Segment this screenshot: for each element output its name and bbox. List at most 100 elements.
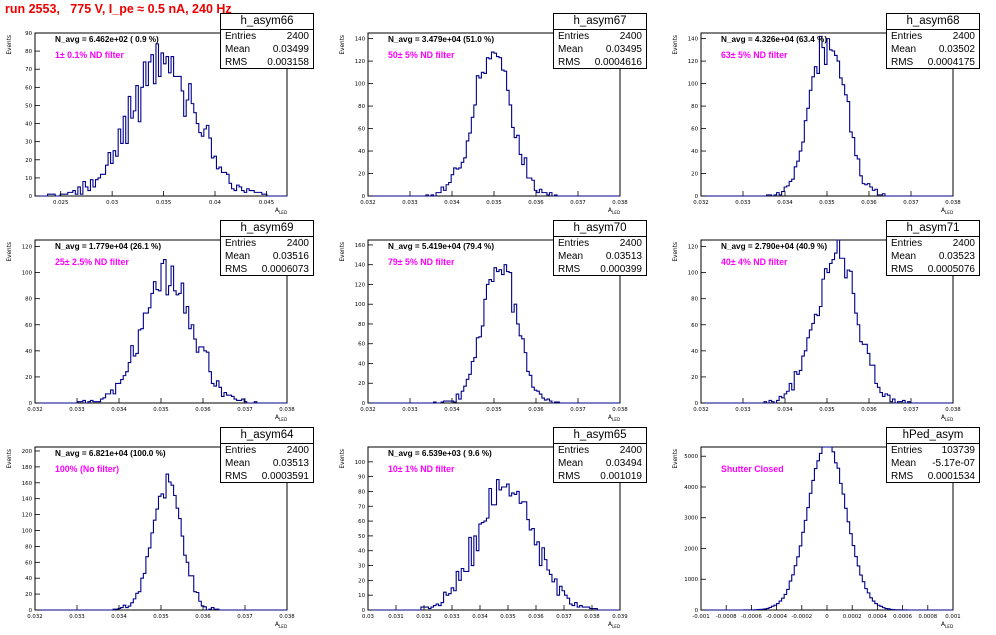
stat-value: 2400 [619, 31, 642, 42]
y-axis-title: Events [673, 35, 679, 55]
y-tick-label: 40 [25, 349, 32, 355]
filter-label: 63± 5% ND filter [721, 50, 788, 60]
x-tick-label: 0.032 [27, 407, 42, 413]
stat-label: RMS [558, 264, 581, 275]
x-tick-label: 0.037 [237, 407, 252, 413]
x-tick-label: 0.036 [861, 200, 877, 206]
stat-value: 2400 [286, 445, 309, 456]
n-avg-label: N_avg = 4.326e+04 (63.4 %) [721, 35, 827, 44]
x-tick-label: 0.045 [259, 200, 274, 206]
stat-label: Entries [891, 31, 923, 42]
y-tick-label: 90 [358, 475, 365, 481]
histogram-name: hPed_asym [887, 428, 979, 444]
x-tick-label: 0.034 [777, 200, 793, 206]
stat-row-entries: Entries 2400 [887, 30, 979, 43]
filter-label: Shutter Closed [721, 464, 784, 474]
x-axis-title: ALED [275, 622, 287, 629]
y-tick-label: 2000 [684, 546, 698, 552]
histogram-panel-h_asym68: 0.032 0.033 0.034 0.035 0.036 0.037 0.038 0 20 40… [666, 13, 996, 221]
stat-value: 0.03495 [605, 44, 642, 55]
y-tick-label: 0 [29, 401, 33, 407]
filter-label: 1± 0.1% ND filter [55, 50, 124, 60]
x-tick-label: 0.025 [53, 200, 68, 206]
stat-row-entries: Entries 2400 [554, 237, 646, 250]
y-tick-label: 5000 [684, 454, 698, 460]
x-tick-label: 0.001 [945, 614, 960, 620]
y-tick-label: 4000 [684, 485, 698, 491]
y-tick-label: 180 [22, 465, 33, 471]
stat-value: 0.03499 [272, 44, 309, 55]
x-tick-label: 0.039 [612, 614, 628, 620]
stat-row-entries: Entries 2400 [221, 237, 313, 250]
y-tick-label: 0 [29, 194, 33, 200]
stat-row-mean: Mean 0.03502 [887, 43, 979, 56]
x-tick-label: 0.036 [528, 200, 544, 206]
y-tick-label: 120 [22, 513, 33, 519]
stat-row-entries: Entries 2400 [221, 444, 313, 457]
n-avg-label: N_avg = 6.539e+03 ( 9.6 %) [388, 449, 492, 458]
x-tick-label: 0.033 [69, 407, 84, 413]
y-tick-label: 20 [358, 578, 365, 584]
x-tick-label: 0.033 [735, 200, 750, 206]
y-axis-title: Events [7, 242, 13, 262]
stat-label: Entries [891, 238, 923, 249]
stat-row-mean: Mean 0.03513 [554, 250, 646, 263]
histogram-panel-h_asym65: 0.03 0.031 0.032 0.033 0.034 0.035 0.036 0.037 0… [333, 427, 663, 635]
y-axis-title: Events [7, 449, 13, 469]
stat-label: Mean [891, 251, 917, 262]
y-tick-label: 100 [355, 460, 366, 466]
x-axis-title: ALED [275, 415, 287, 422]
x-tick-label: 0.038 [612, 407, 628, 413]
histogram-name: h_asym70 [554, 221, 646, 237]
y-tick-label: 70 [358, 504, 365, 510]
histogram-name: h_asym65 [554, 428, 646, 444]
stats-box: h_asym68 Entries 2400 Mean 0.03502 RMS 0.00041… [886, 13, 980, 69]
histogram-panel-h_asym70: 0.032 0.033 0.034 0.035 0.036 0.037 0.038 0 20 40… [333, 220, 663, 428]
x-tick-label: 0.035 [153, 614, 168, 620]
x-tick-label: 0.033 [69, 614, 84, 620]
stat-value: -5.17e-07 [932, 458, 975, 469]
x-tick-label: 0.035 [819, 200, 834, 206]
stat-value: 2400 [619, 238, 642, 249]
x-tick-label: 0.035 [486, 200, 501, 206]
x-tick-label: 0.038 [279, 407, 295, 413]
x-tick-label: 0.037 [570, 407, 585, 413]
stat-row-mean: Mean 0.03499 [221, 43, 313, 56]
stat-value: 0.03516 [272, 251, 309, 262]
stat-value: 0.03523 [938, 251, 975, 262]
stat-label: Entries [558, 445, 590, 456]
histogram-name: h_asym69 [221, 221, 313, 237]
x-tick-label: -0.0002 [791, 614, 812, 620]
y-tick-label: 20 [691, 375, 698, 381]
stat-row-rms: RMS 0.001019 [554, 470, 646, 483]
n-avg-label: N_avg = 6.821e+04 (100.0 %) [55, 449, 166, 458]
y-tick-label: 120 [688, 245, 699, 251]
filter-label: 79± 5% ND filter [388, 257, 455, 267]
histogram-panel-h_asym67: 0.032 0.033 0.034 0.035 0.036 0.037 0.038 0 20 40… [333, 13, 663, 221]
stat-label: RMS [891, 264, 914, 275]
histogram-series [368, 264, 620, 404]
n-avg-label: N_avg = 1.779e+04 (26.1 %) [55, 242, 161, 251]
stat-row-rms: RMS 0.000399 [554, 263, 646, 276]
histogram-name: h_asym67 [554, 14, 646, 30]
y-tick-label: 120 [688, 59, 699, 65]
histogram-series [701, 446, 953, 611]
x-axis-title: ALED [275, 208, 287, 215]
y-tick-label: 120 [355, 282, 366, 288]
y-axis-title: Events [340, 242, 346, 262]
stat-label: Mean [225, 44, 251, 55]
y-tick-label: 120 [22, 245, 33, 251]
stat-row-mean: Mean 0.03523 [887, 250, 979, 263]
histogram-name: h_asym66 [221, 14, 313, 30]
x-tick-label: 0.034 [472, 614, 488, 620]
x-tick-label: 0.038 [945, 200, 961, 206]
filter-label: 25± 2.5% ND filter [55, 257, 129, 267]
stat-value: 0.003158 [267, 57, 309, 68]
y-axis-title: Events [673, 449, 679, 469]
y-tick-label: 10 [25, 176, 32, 182]
y-tick-label: 70 [25, 67, 32, 73]
x-tick-label: 0.0008 [918, 614, 937, 620]
n-avg-label: N_avg = 6.462e+02 ( 0.9 %) [55, 35, 159, 44]
y-tick-label: 60 [25, 85, 32, 91]
x-axis-title: ALED [941, 208, 953, 215]
